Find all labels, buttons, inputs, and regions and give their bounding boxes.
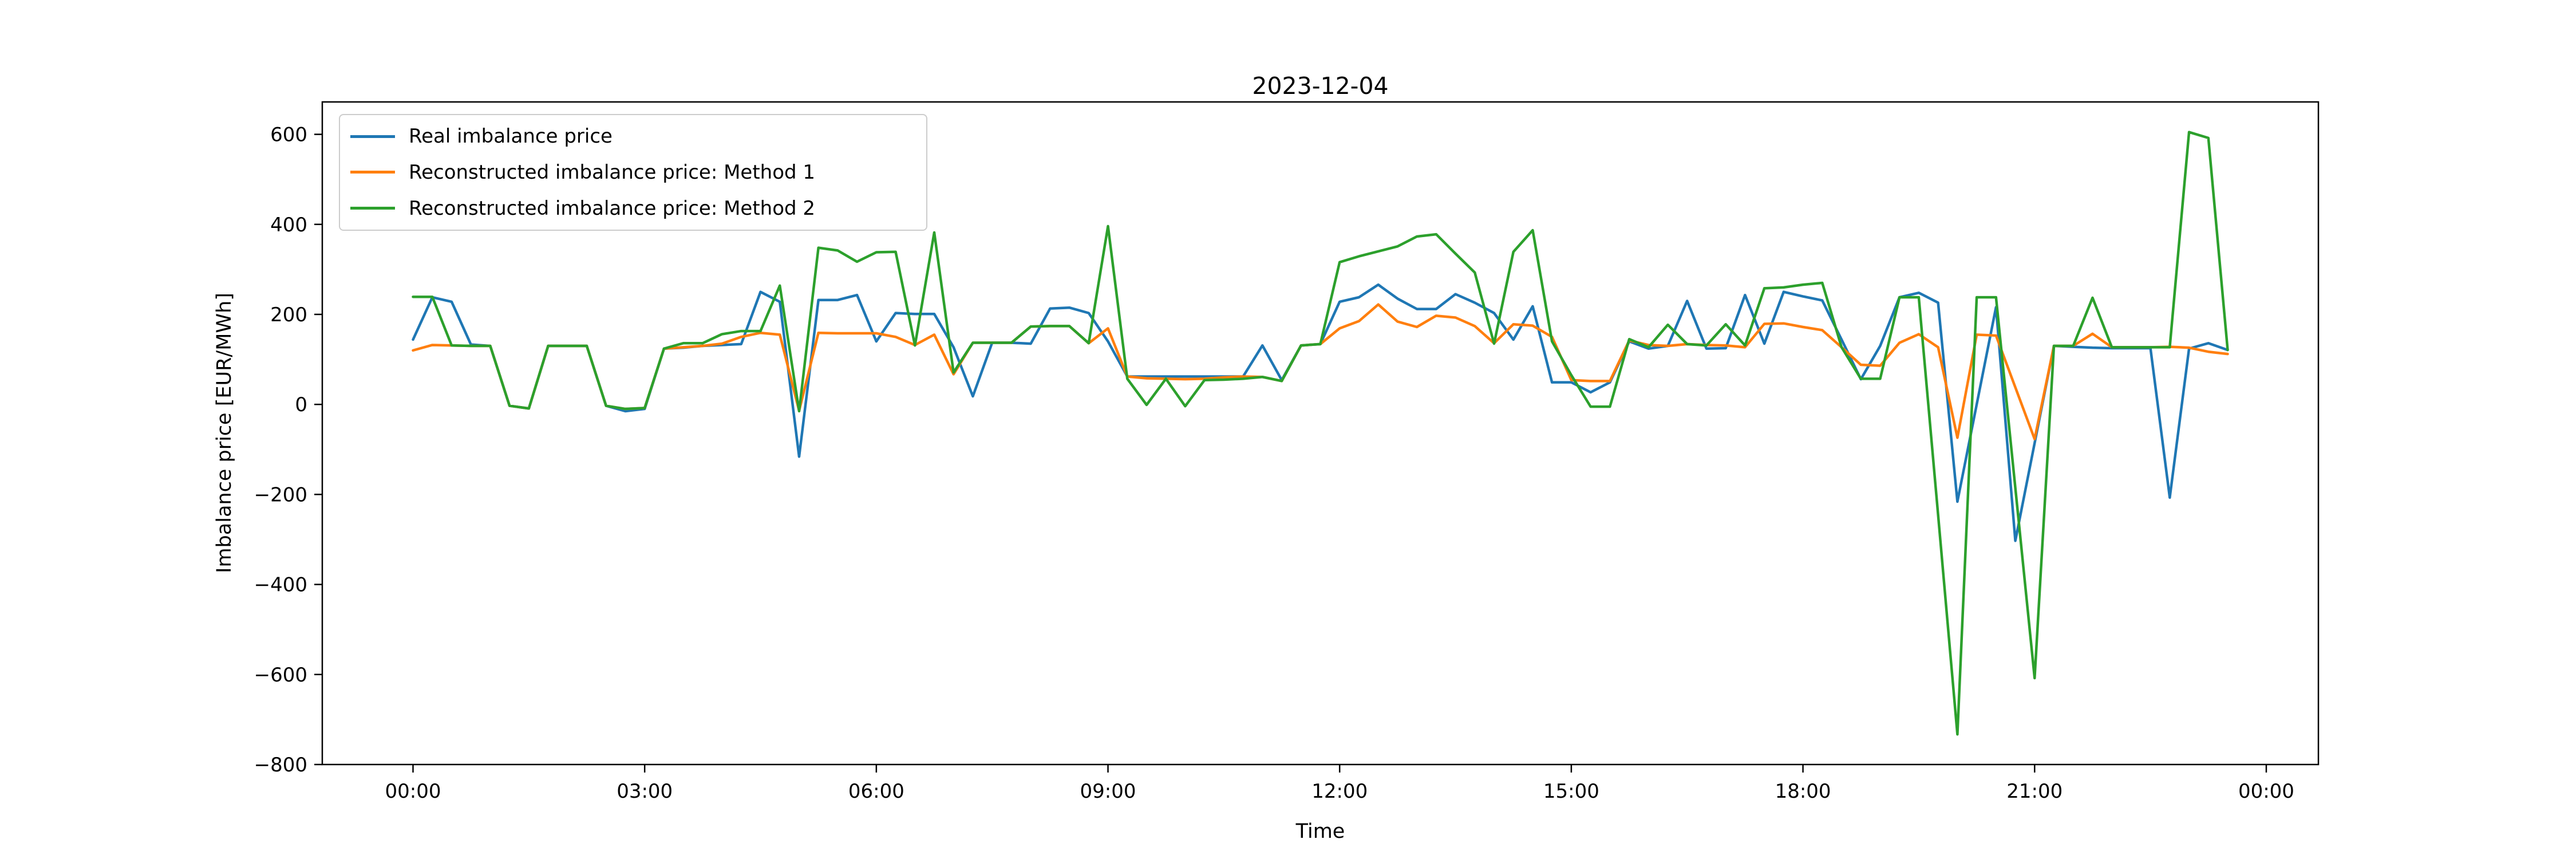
x-tick-label: 00:00 (385, 780, 441, 803)
legend-swatch-method1 (350, 171, 395, 174)
x-tick-label: 18:00 (1775, 780, 1831, 803)
chart-title: 2023-12-04 (1252, 72, 1389, 100)
x-tick-label: 03:00 (617, 780, 673, 803)
y-tick-label: −600 (254, 664, 307, 687)
y-tick-label: −200 (254, 483, 307, 506)
x-tick-label: 00:00 (2238, 780, 2294, 803)
x-tick-label: 21:00 (2006, 780, 2063, 803)
x-tick-label: 06:00 (848, 780, 904, 803)
series-line-1 (412, 303, 2229, 440)
legend-entry-real: Real imbalance price (340, 119, 926, 154)
x-axis-label: Time (1295, 820, 1345, 843)
series-line-0 (412, 283, 2229, 542)
legend-label-method1: Reconstructed imbalance price: Method 1 (409, 160, 816, 184)
x-tick-label: 09:00 (1080, 780, 1136, 803)
plot-border (321, 101, 2320, 766)
legend: Real imbalance price Reconstructed imbal… (339, 114, 927, 231)
x-tick-label: 12:00 (1311, 780, 1368, 803)
legend-entry-method1: Reconstructed imbalance price: Method 1 (340, 155, 926, 190)
y-tick-label: −400 (254, 574, 307, 597)
legend-label-real: Real imbalance price (409, 125, 613, 148)
y-tick-label: 400 (270, 214, 307, 237)
x-tick-label: 15:00 (1543, 780, 1599, 803)
y-tick-label: −800 (254, 754, 307, 777)
series-line-2 (412, 131, 2229, 736)
y-tick-label: 200 (270, 304, 307, 326)
legend-swatch-real (350, 135, 395, 138)
y-tick-label: 0 (295, 393, 307, 416)
legend-label-method2: Reconstructed imbalance price: Method 2 (409, 196, 816, 220)
legend-swatch-method2 (350, 207, 395, 210)
y-tick-label: 600 (270, 124, 307, 147)
y-axis-label: Imbalance price [EUR/MWh] (213, 293, 236, 573)
legend-entry-method2: Reconstructed imbalance price: Method 2 (340, 191, 926, 226)
